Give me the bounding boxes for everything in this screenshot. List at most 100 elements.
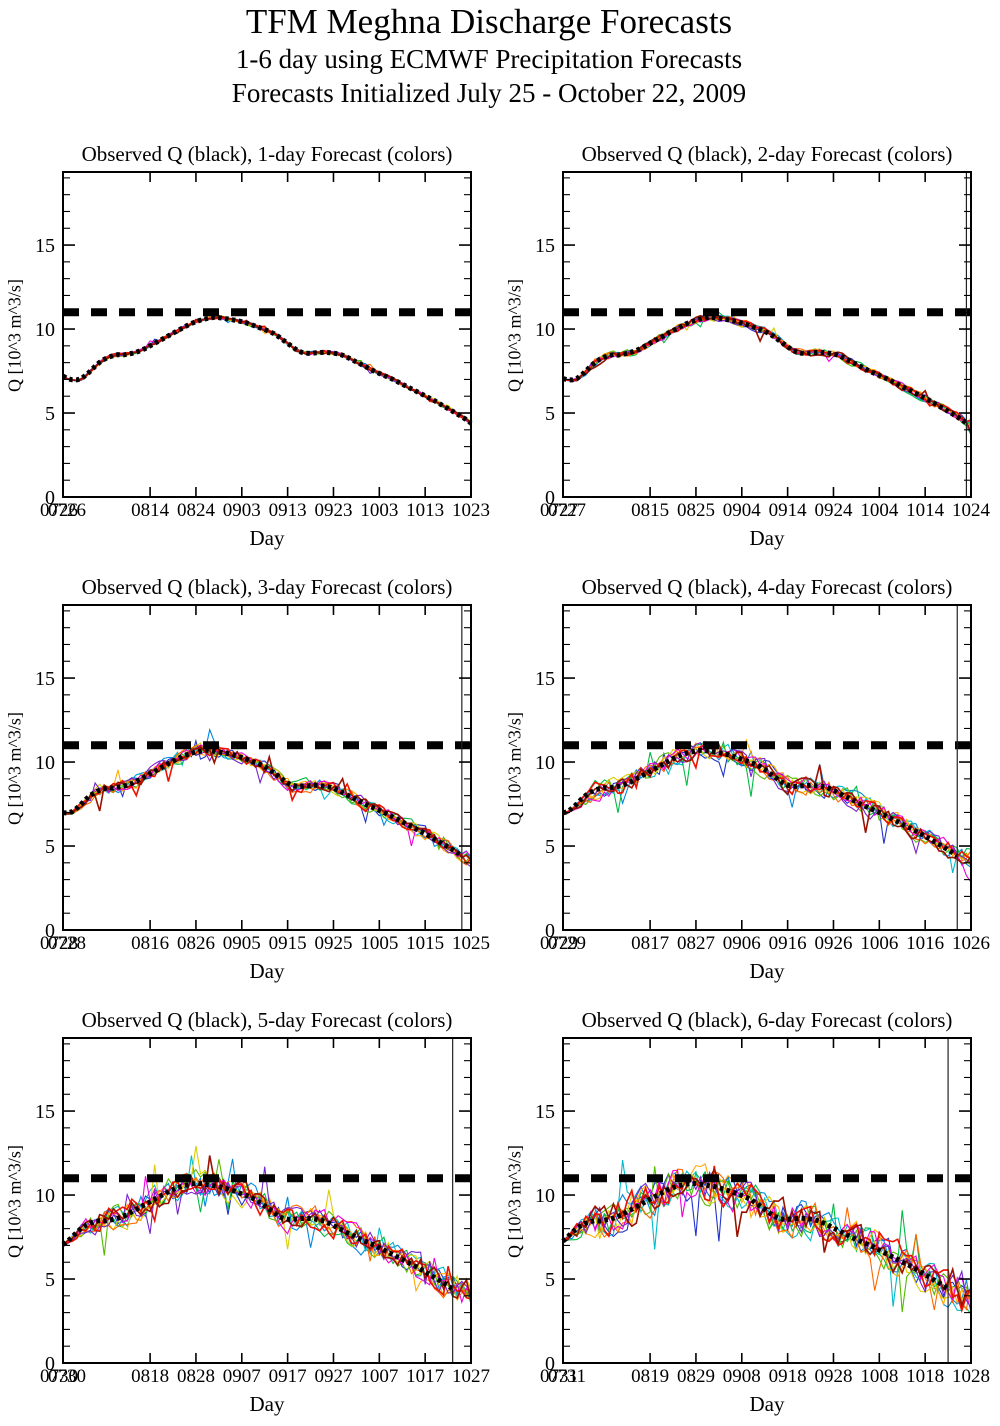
- x-axis-label: Day: [249, 959, 285, 983]
- x-tick-label: 0913: [269, 500, 307, 521]
- x-tick-label: 0927: [314, 1366, 352, 1387]
- forecast-member-line: [562, 1170, 972, 1300]
- x-tick-label: 0923: [314, 500, 352, 521]
- forecast-member-line: [562, 742, 972, 859]
- ensemble-lines: [562, 1159, 972, 1315]
- forecast-member-line: [62, 317, 472, 424]
- forecast-member-line: [62, 1172, 472, 1299]
- x-tick-label-start: 0727: [540, 500, 578, 521]
- x-tick-label: 0824: [177, 500, 216, 521]
- y-tick-label: 15: [35, 1101, 55, 1123]
- plot-frame: [62, 1037, 472, 1364]
- x-tick-label-start: 0730: [40, 1366, 78, 1387]
- plot-frame: [562, 604, 972, 931]
- forecast-member-line: [562, 745, 972, 864]
- plot-frame: [562, 1037, 972, 1364]
- y-tick-label: 0: [45, 487, 55, 509]
- x-axis-label: Day: [749, 959, 785, 983]
- y-tick-label: 0: [545, 1353, 555, 1375]
- x-tick-label: 1026: [952, 933, 990, 954]
- y-tick-label: 0: [45, 920, 55, 942]
- forecast-member-line: [562, 1169, 972, 1313]
- x-tick-label: 1025: [452, 933, 490, 954]
- y-tick-label: 5: [545, 403, 555, 425]
- x-tick-label: 0924: [814, 500, 853, 521]
- forecast-member-line: [62, 317, 472, 425]
- y-tick-label: 10: [35, 752, 55, 774]
- x-tick-label: 0916: [769, 933, 807, 954]
- plot-frame: [62, 604, 472, 931]
- x-tick-label: 1023: [452, 500, 490, 521]
- x-tick-label-start: 0730: [48, 1366, 86, 1387]
- y-tick-label: 0: [45, 1353, 55, 1375]
- y-tick-label: 5: [545, 836, 555, 858]
- x-tick-label: 1004: [860, 500, 899, 521]
- forecast-member-line: [562, 1159, 972, 1312]
- x-tick-label: 1016: [906, 933, 944, 954]
- x-tick-label: 0818: [131, 1366, 169, 1387]
- x-tick-label: 0825: [677, 500, 715, 521]
- x-tick-label: 1005: [360, 933, 398, 954]
- y-axis-ticks: 0 5 10 15: [35, 1043, 471, 1375]
- x-axis-label: Day: [249, 1392, 285, 1416]
- forecast-panel-2: Observed Q (black), 2-day Forecast (colo…: [500, 140, 1000, 558]
- x-tick-label: 0829: [677, 1366, 715, 1387]
- y-tick-label: 10: [535, 319, 555, 341]
- x-tick-label: 0817: [631, 933, 669, 954]
- forecast-member-line: [562, 1168, 972, 1311]
- x-tick-label-start: 0728: [40, 933, 78, 954]
- panel-title: Observed Q (black), 6-day Forecast (colo…: [581, 1008, 953, 1032]
- x-tick-label: 0827: [677, 933, 715, 954]
- y-axis-ticks: 0 5 10 15: [35, 177, 471, 509]
- forecast-member-line: [62, 1176, 472, 1300]
- y-axis-ticks: 0 5 10 15: [35, 610, 471, 942]
- x-tick-label: 0925: [314, 933, 352, 954]
- y-tick-label: 15: [535, 668, 555, 690]
- ensemble-lines: [62, 727, 472, 868]
- y-tick-label: 15: [35, 668, 55, 690]
- y-tick-label: 5: [45, 403, 55, 425]
- y-tick-label: 10: [35, 319, 55, 341]
- y-tick-label: 10: [35, 1185, 55, 1207]
- forecast-member-line: [62, 1155, 472, 1301]
- x-tick-label: 0903: [223, 500, 261, 521]
- x-tick-label-start: 0726: [48, 500, 86, 521]
- observed-discharge-line: [562, 314, 968, 426]
- x-axis-label: Day: [249, 526, 285, 550]
- x-tick-label-start: 0731: [540, 1366, 578, 1387]
- x-tick-label: 1014: [906, 500, 945, 521]
- x-tick-label: 0908: [723, 1366, 761, 1387]
- y-tick-label: 5: [545, 1269, 555, 1291]
- forecast-member-line: [62, 738, 472, 862]
- forecast-member-line: [562, 743, 972, 864]
- figure-subtitle-2: Forecasts Initialized July 25 - October …: [231, 78, 747, 108]
- x-tick-label: 1006: [860, 933, 898, 954]
- y-axis-ticks: 0 5 10 15: [535, 1043, 971, 1375]
- y-axis-ticks: 0 5 10 15: [535, 177, 971, 509]
- x-tick-label-start: 0726: [40, 500, 78, 521]
- forecast-member-line: [62, 745, 472, 861]
- y-axis-ticks: 0 5 10 15: [535, 610, 971, 942]
- x-tick-label: 0904: [723, 500, 762, 521]
- x-tick-label: 0906: [723, 933, 761, 954]
- ensemble-lines: [562, 738, 972, 883]
- panel-title: Observed Q (black), 3-day Forecast (colo…: [81, 575, 453, 599]
- x-tick-label: 1013: [406, 500, 444, 521]
- forecast-panel-6: Observed Q (black), 6-day Forecast (colo…: [500, 1006, 1000, 1424]
- forecast-member-line: [562, 1165, 972, 1314]
- x-tick-label-start: 0729: [548, 933, 586, 954]
- x-tick-label: 1018: [906, 1366, 944, 1387]
- forecast-member-line: [62, 317, 472, 424]
- ensemble-lines: [62, 1145, 472, 1305]
- x-tick-label: 0816: [131, 933, 169, 954]
- x-tick-label: 1003: [360, 500, 398, 521]
- x-tick-label: 1015: [406, 933, 444, 954]
